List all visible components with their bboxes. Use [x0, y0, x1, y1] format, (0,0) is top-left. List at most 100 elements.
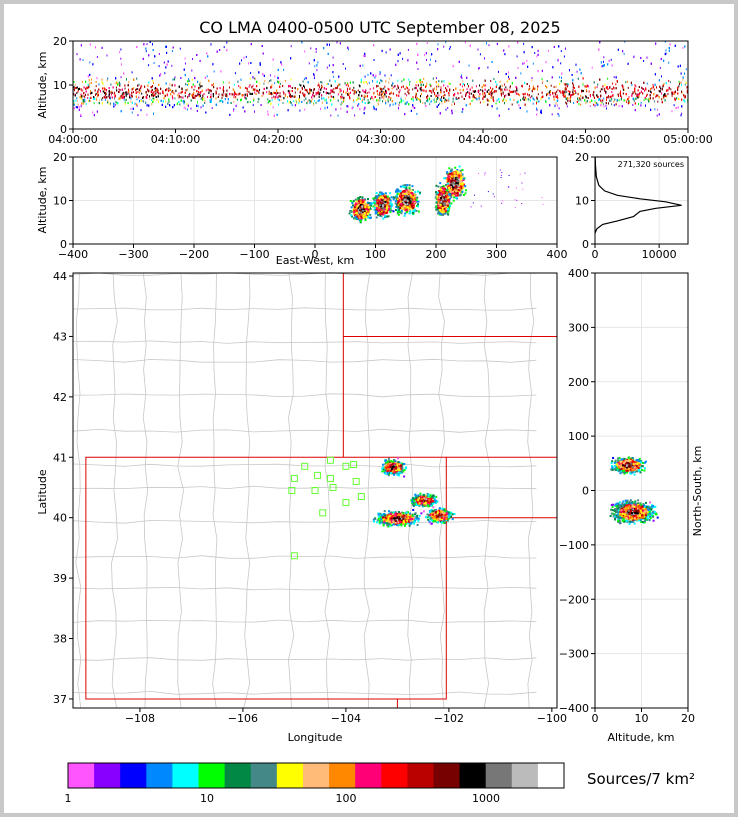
- lma-station: [326, 474, 334, 482]
- ew-tick-label: −400: [58, 248, 88, 261]
- colorbar-swatch: [381, 763, 408, 788]
- lma-station: [314, 471, 322, 479]
- colorbar-swatch: [511, 763, 539, 788]
- ew-tick-label: 0: [312, 248, 319, 261]
- ns-ytick-label: −400: [559, 702, 589, 715]
- colorbar-swatch: [94, 763, 121, 788]
- ns-ytick-label: −200: [559, 593, 589, 606]
- ns-ytick-label: −100: [559, 539, 589, 552]
- colorbar-swatch: [172, 763, 200, 788]
- lat-tick-label: 39: [53, 572, 67, 585]
- colorbar-swatch: [250, 763, 278, 788]
- colorbar-tick-label: 10: [200, 792, 214, 805]
- source-count-label: 271,320 sources: [618, 160, 684, 169]
- ew-ytick-label: 0: [60, 238, 67, 251]
- colorado-border: [85, 456, 447, 700]
- lma-station: [326, 456, 334, 464]
- plan-frame: [72, 272, 558, 709]
- lat-tick-label: 37: [53, 693, 67, 706]
- hist-ytick-label: 0: [582, 238, 589, 251]
- ns-ytick-label: 0: [582, 485, 589, 498]
- ew-ytick-label: 20: [53, 151, 67, 164]
- ns-ytick-label: −300: [559, 648, 589, 661]
- hist-ytick-label: 10: [575, 195, 589, 208]
- time-height-frame: [72, 40, 689, 130]
- time-height-ylabel: Altitude, km: [36, 51, 49, 118]
- altitude-histogram-line: [594, 156, 682, 234]
- colorbar-swatch: [276, 763, 304, 788]
- colorbar-swatch: [433, 763, 461, 788]
- time-tick-label: 05:00:00: [663, 133, 712, 146]
- colorbar-tick-label: 1: [65, 792, 72, 805]
- time-tick-label: 04:40:00: [458, 133, 507, 146]
- lma-station: [352, 477, 360, 485]
- ns-xtick-label: 10: [635, 712, 649, 725]
- ew-tick-label: −200: [179, 248, 209, 261]
- hist-tick-label: 0: [592, 248, 599, 261]
- plan-xlabel: Longitude: [288, 731, 343, 744]
- ns-ytick-label: 400: [568, 267, 589, 280]
- lma-station: [350, 461, 358, 469]
- chart-title: CO LMA 0400-0500 UTC September 08, 2025: [199, 18, 560, 37]
- lma-station: [290, 552, 298, 560]
- lma-station: [357, 493, 365, 501]
- lat-tick-label: 43: [53, 330, 67, 343]
- time-tick-label: 04:10:00: [151, 133, 200, 146]
- ew-ytick-label: 10: [53, 195, 67, 208]
- lma-station: [301, 462, 309, 470]
- colorbar-swatch: [329, 763, 356, 788]
- lma-station: [329, 483, 337, 491]
- time-tick-label: 04:30:00: [356, 133, 405, 146]
- alt-tick-label: 10: [53, 79, 67, 92]
- time-tick-label: 04:20:00: [253, 133, 302, 146]
- ew-tick-label: −100: [239, 248, 269, 261]
- hist-ytick-label: 20: [575, 151, 589, 164]
- ew-xlabel: East-West, km: [276, 254, 354, 267]
- time-tick-label: 04:00:00: [48, 133, 97, 146]
- ew-tick-label: 400: [547, 248, 568, 261]
- ew-tick-label: 300: [486, 248, 507, 261]
- ew-tick-label: 200: [426, 248, 447, 261]
- lat-tick-label: 41: [53, 451, 67, 464]
- ns-xlabel: Altitude, km: [607, 731, 674, 744]
- plan-ylabel: Latitude: [36, 469, 49, 515]
- lat-tick-label: 40: [53, 512, 67, 525]
- colorbar-swatch: [459, 763, 487, 788]
- lat-tick-label: 44: [53, 270, 67, 283]
- plan-view-points: [372, 457, 456, 528]
- alt-tick-label: 20: [53, 35, 67, 48]
- lon-tick-label: −108: [125, 712, 155, 725]
- station-markers: [288, 456, 365, 560]
- lon-tick-label: −106: [228, 712, 258, 725]
- time-tick-label: 04:50:00: [561, 133, 610, 146]
- colorbar-swatch: [224, 763, 252, 788]
- figure-frame: [4, 4, 734, 813]
- ns-xtick-label: 20: [681, 712, 695, 725]
- colorbar-swatch: [146, 763, 173, 788]
- lma-station: [290, 474, 298, 482]
- colorbar-label: Sources/7 km²: [587, 770, 695, 788]
- lon-tick-label: −102: [434, 712, 464, 725]
- ns-ytick-label: 100: [568, 430, 589, 443]
- lma-station: [342, 462, 350, 470]
- colorbar-swatch: [302, 763, 330, 788]
- colorbar-swatch: [68, 763, 95, 788]
- north-south-points: [609, 456, 659, 525]
- colorbar-swatch: [120, 763, 147, 788]
- lon-tick-label: −104: [331, 712, 361, 725]
- ew-tick-label: 100: [365, 248, 386, 261]
- alt-tick-label: 0: [60, 123, 67, 136]
- lma-station: [311, 487, 319, 494]
- lon-tick-label: −100: [537, 712, 567, 725]
- colorbar-tick-label: 100: [336, 792, 357, 805]
- colorbar-swatch: [198, 763, 226, 788]
- state-boundaries: [85, 273, 557, 708]
- lat-tick-label: 42: [53, 391, 67, 404]
- colorbar-frame: [67, 762, 565, 789]
- ns-ylabel: North-South, km: [691, 446, 704, 537]
- lma-station: [288, 487, 296, 494]
- hist-tick-label: 10000: [642, 248, 677, 261]
- ns-ytick-label: 300: [568, 321, 589, 334]
- lat-tick-label: 38: [53, 633, 67, 646]
